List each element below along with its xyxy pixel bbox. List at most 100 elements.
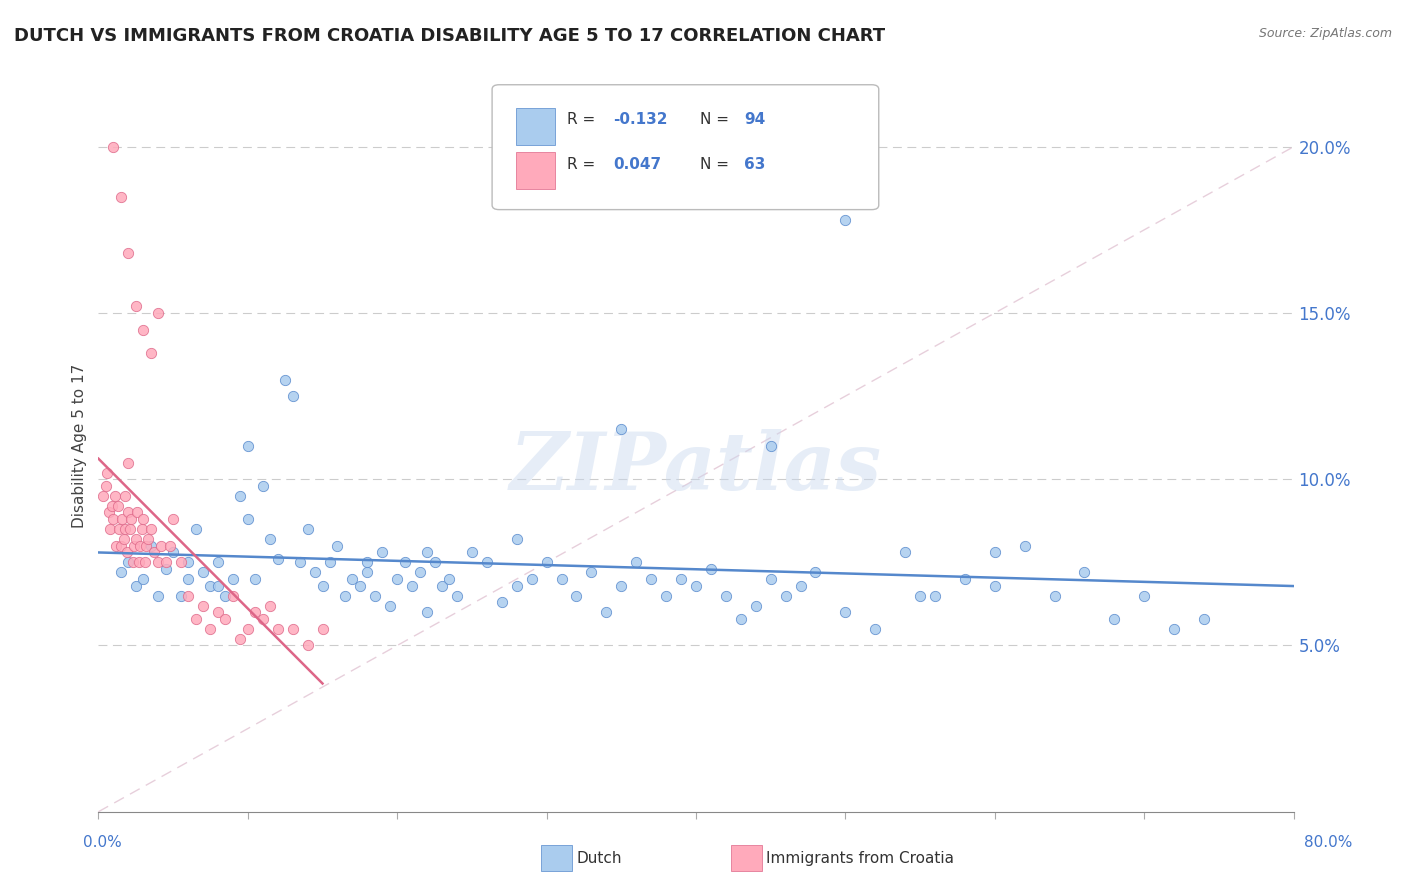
Point <box>1163 622 1185 636</box>
Point <box>595 605 617 619</box>
Text: ZIPatlas: ZIPatlas <box>510 429 882 507</box>
Point <box>103 140 125 154</box>
Point <box>311 622 333 636</box>
Point <box>775 589 797 603</box>
Point <box>953 572 976 586</box>
Point <box>288 555 311 569</box>
Point <box>506 532 529 546</box>
Point <box>356 566 378 580</box>
Point <box>111 512 134 526</box>
Point <box>491 595 513 609</box>
Point <box>148 306 170 320</box>
Text: Source: ZipAtlas.com: Source: ZipAtlas.com <box>1258 27 1392 40</box>
Point <box>121 555 143 569</box>
Point <box>430 579 453 593</box>
Point <box>207 555 229 569</box>
Point <box>908 589 931 603</box>
Point <box>134 555 156 569</box>
Point <box>834 213 856 227</box>
Point <box>416 545 439 559</box>
Point <box>110 189 132 203</box>
Point <box>118 522 141 536</box>
Point <box>610 579 633 593</box>
Point <box>1073 566 1095 580</box>
Text: 0.047: 0.047 <box>613 157 661 171</box>
Point <box>155 562 177 576</box>
Point <box>669 572 692 586</box>
Point <box>117 246 139 260</box>
Point <box>236 439 259 453</box>
Point <box>148 555 170 569</box>
Point <box>125 532 148 546</box>
Point <box>297 522 319 536</box>
Point <box>267 552 290 566</box>
Point <box>125 299 148 313</box>
Point <box>834 605 856 619</box>
Point <box>894 545 917 559</box>
Text: N =: N = <box>700 112 734 127</box>
Point <box>117 555 139 569</box>
Point <box>103 512 125 526</box>
Point <box>132 512 155 526</box>
Point <box>745 599 768 613</box>
Text: 63: 63 <box>744 157 765 171</box>
Point <box>222 572 245 586</box>
Text: -0.132: -0.132 <box>613 112 668 127</box>
Point <box>700 562 723 576</box>
Point <box>506 579 529 593</box>
Point <box>96 466 118 480</box>
Point <box>714 589 737 603</box>
Y-axis label: Disability Age 5 to 17: Disability Age 5 to 17 <box>72 364 87 528</box>
Point <box>94 479 117 493</box>
Text: Dutch: Dutch <box>576 851 621 865</box>
Text: 94: 94 <box>744 112 765 127</box>
Point <box>349 579 371 593</box>
Point <box>423 555 446 569</box>
Point <box>281 389 304 403</box>
Point <box>326 539 349 553</box>
Point <box>475 555 498 569</box>
Point <box>191 599 214 613</box>
Point <box>207 605 229 619</box>
Point <box>184 612 207 626</box>
Point <box>252 612 274 626</box>
Point <box>155 555 177 569</box>
Point <box>984 579 1007 593</box>
Text: R =: R = <box>567 112 600 127</box>
Point <box>200 622 222 636</box>
Point <box>364 589 387 603</box>
Point <box>416 605 439 619</box>
Point <box>610 422 633 436</box>
Point <box>136 532 159 546</box>
Point <box>342 572 364 586</box>
Point <box>139 539 162 553</box>
Point <box>1192 612 1215 626</box>
Point <box>461 545 484 559</box>
Point <box>97 506 120 520</box>
Point <box>117 506 139 520</box>
Point <box>229 489 252 503</box>
Point <box>112 532 135 546</box>
Point <box>169 589 191 603</box>
Point <box>304 566 326 580</box>
Text: Immigrants from Croatia: Immigrants from Croatia <box>766 851 955 865</box>
Point <box>333 589 356 603</box>
Point <box>378 599 401 613</box>
Point <box>162 545 184 559</box>
Point <box>520 572 543 586</box>
Text: DUTCH VS IMMIGRANTS FROM CROATIA DISABILITY AGE 5 TO 17 CORRELATION CHART: DUTCH VS IMMIGRANTS FROM CROATIA DISABIL… <box>14 27 886 45</box>
Point <box>236 622 259 636</box>
Point <box>565 589 588 603</box>
Point <box>581 566 603 580</box>
Point <box>281 622 304 636</box>
Point <box>104 489 127 503</box>
Point <box>297 639 319 653</box>
Point <box>1014 539 1036 553</box>
Point <box>274 372 297 386</box>
Point <box>177 589 200 603</box>
Point <box>759 439 782 453</box>
Point <box>356 555 378 569</box>
Point <box>626 555 648 569</box>
Point <box>789 579 811 593</box>
Point <box>214 589 236 603</box>
